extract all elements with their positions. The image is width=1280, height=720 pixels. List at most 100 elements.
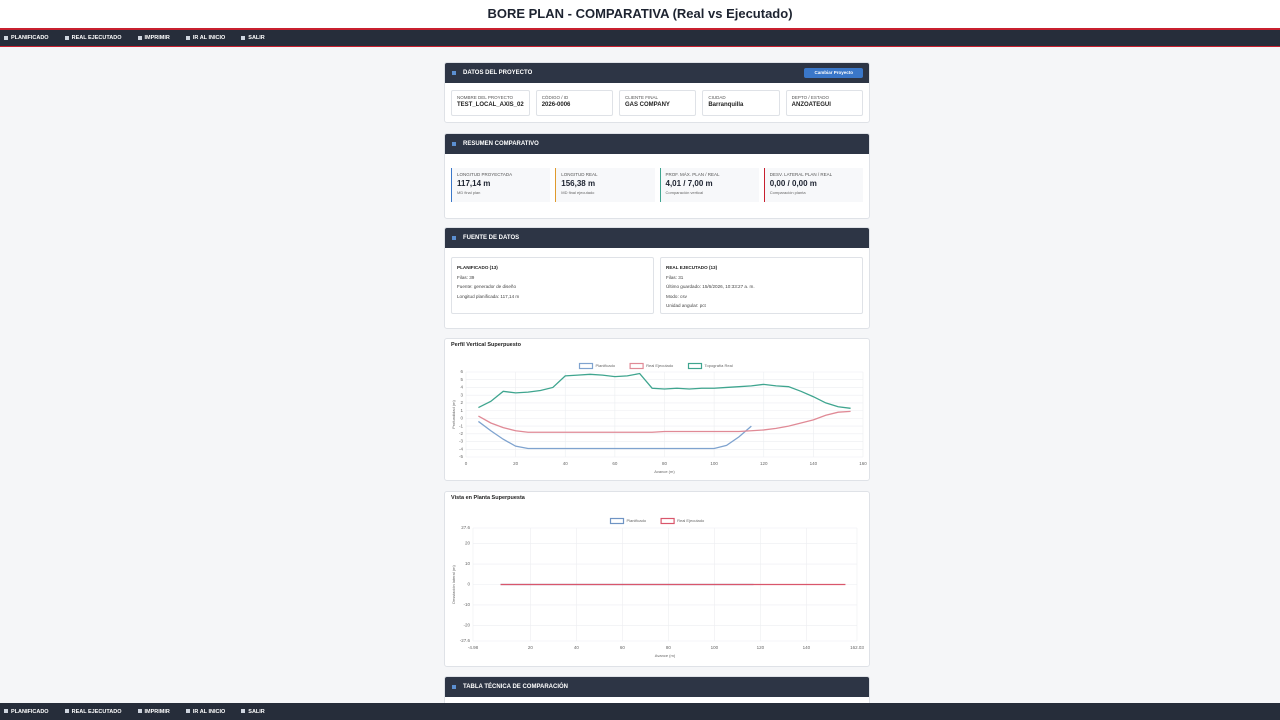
field-label: CÓDIGO / ID [541,95,569,100]
card-note: MD final plan [457,190,481,195]
nav-item[interactable]: SALIR [241,35,265,41]
y-tick-label: 0 [460,416,463,421]
y-tick-label: -2 [459,431,463,436]
x-tick-label: 140 [810,461,818,466]
table-panel: TABLA TÉCNICA DE COMPARACIÓN [444,676,870,706]
nav-bar: PLANIFICADO REAL EJECUTADO IMPRIMIR IR AL I… [0,703,1280,720]
y-tick-label: -10 [463,602,470,607]
y-tick-label: 3 [460,392,463,397]
x-axis-title: Avance (m) [654,469,675,474]
field-label: DEPTO / ESTADO [791,95,830,100]
y-tick-label: 10 [465,561,471,566]
x-tick-label: 0 [465,461,468,466]
field-value: ANZOATEGUI [791,102,831,108]
x-tick-label: 80 [666,645,672,650]
field-value: GAS COMPANY [625,102,670,108]
card-value: 156,38 m [561,179,596,188]
legend-label: Real Ejecutado [646,363,674,368]
panel-header: DATOS DEL PROYECTO Cambiar Proyecto [445,63,869,83]
source-line: Filas: 39 [457,274,475,280]
card-note: MD final ejecutado [561,190,595,195]
field-label: CLIENTE FINAL [625,95,659,100]
y-tick-label: 2 [460,400,463,405]
y-tick-label: 1 [460,408,463,413]
source-line: Fuente: generador de diseño [457,284,516,289]
field-value: Barranquilla [708,102,744,108]
source-title: REAL EJECUTADO (13) [666,265,718,270]
source-title: PLANIFICADO (13) [457,265,498,270]
chart-title: Perfil Vertical Superpuesto [451,342,521,348]
x-tick-label: 80 [662,461,668,466]
panel-header: TABLA TÉCNICA DE COMPARACIÓN [445,677,869,697]
nav-item[interactable]: PLANIFICADO [4,709,49,715]
y-axis-title: Profundidad (m) [451,399,456,428]
nav-item[interactable]: REAL EJECUTADO [65,35,122,41]
cards: LONGITUD PROYECTADA 117,14 m MD final plan… [445,154,869,216]
boxes: PLANIFICADO (13) Filas: 39 Fuente: generad… [445,248,869,323]
field: NOMBRE DEL PROYECTO TEST_LOCAL_AXIS_02 [451,90,530,116]
nav-item[interactable]: PLANIFICADO [4,35,49,41]
source-line: Modo: csv [666,293,687,299]
nav-item[interactable]: REAL EJECUTADO [65,709,122,715]
field: CIUDAD Barranquilla [702,90,780,116]
legend-swatch [609,517,625,525]
card-value: 0,00 / 0,00 m [769,179,817,188]
series-line [478,372,851,409]
y-tick-label: 5 [460,377,463,382]
field-label: NOMBRE DEL PROYECTO [457,95,514,100]
series-line [478,410,851,433]
y-axis-title: Desviación lateral (m) [451,564,456,603]
legend-swatch [578,362,594,370]
legend-swatch [687,362,703,370]
legend-label: Real Ejecutado [677,518,705,523]
summary-card: LONGITUD REAL 156,38 m MD final ejecutado [555,168,655,202]
series-line [478,420,752,450]
chart: -27.6 -20 -10 0 10 20 27.6 -4.98 20 40 60 80 100 120 1… [451,517,864,658]
y-tick-label: -3 [459,439,463,444]
x-tick-label: 100 [711,645,719,650]
x-tick-label: 40 [574,645,580,650]
summary-card: DESV. LATERAL PLAN / REAL 0,00 / 0,00 m Co… [763,168,863,202]
legend-label: Topografía Real [705,363,733,368]
nav-item[interactable]: IR AL INICIO [186,709,225,715]
change-project-button[interactable]: Cambiar Proyecto [804,68,863,78]
card-value: 4,01 / 7,00 m [665,179,713,188]
x-tick-label: 120 [760,461,768,466]
x-tick-label: 60 [612,461,618,466]
nav-item[interactable]: IR AL INICIO [186,35,225,41]
y-tick-label: -4 [459,446,463,451]
card-label: LONGITUD REAL [561,172,598,177]
y-tick-label: -20 [463,623,470,628]
legend-label: Planificado [627,518,647,523]
card-label: DESV. LATERAL PLAN / REAL [769,172,833,177]
card-label: PROF. MÁX. PLAN / REAL [665,172,720,177]
source-line: Filas: 31 [666,274,684,280]
chart-card: Vista en Planta Superpuesta -27.6 -20 -10 0… [444,491,870,667]
chart-card: Perfil Vertical Superpuesto -5 -4 -3 -2 -1 0 1… [444,338,870,481]
field: CLIENTE FINAL GAS COMPANY [619,90,697,116]
y-tick-label: -5 [459,454,463,459]
chart-title: Vista en Planta Superpuesta [451,495,525,501]
y-tick-label: 27.6 [461,525,470,530]
x-tick-label: 40 [563,461,569,466]
y-tick-label: 20 [465,541,471,546]
nav-item[interactable]: SALIR [241,709,265,715]
fields: NOMBRE DEL PROYECTO TEST_LOCAL_AXIS_02 CÓD… [445,83,869,122]
x-tick-label: -4.98 [468,645,479,650]
x-tick-label: 100 [710,461,718,466]
nav-item[interactable]: IMPRIMIR [138,709,170,715]
x-axis-title: Avance (m) [655,653,676,658]
summary-card: LONGITUD PROYECTADA 117,14 m MD final plan [451,168,551,202]
x-tick-label: 20 [513,461,519,466]
field-value: 2026-0006 [541,102,571,108]
card-note: Comparación vertical [665,190,704,195]
field: CÓDIGO / ID 2026-0006 [535,90,614,116]
x-tick-label: 20 [528,645,534,650]
nav-item[interactable]: IMPRIMIR [138,35,170,41]
panel-title: DATOS DEL PROYECTO [463,70,533,76]
card-label: LONGITUD PROYECTADA [457,172,513,177]
card-note: Comparación planta [769,190,806,195]
source-box: PLANIFICADO (13) Filas: 39 Fuente: generad… [451,257,654,314]
